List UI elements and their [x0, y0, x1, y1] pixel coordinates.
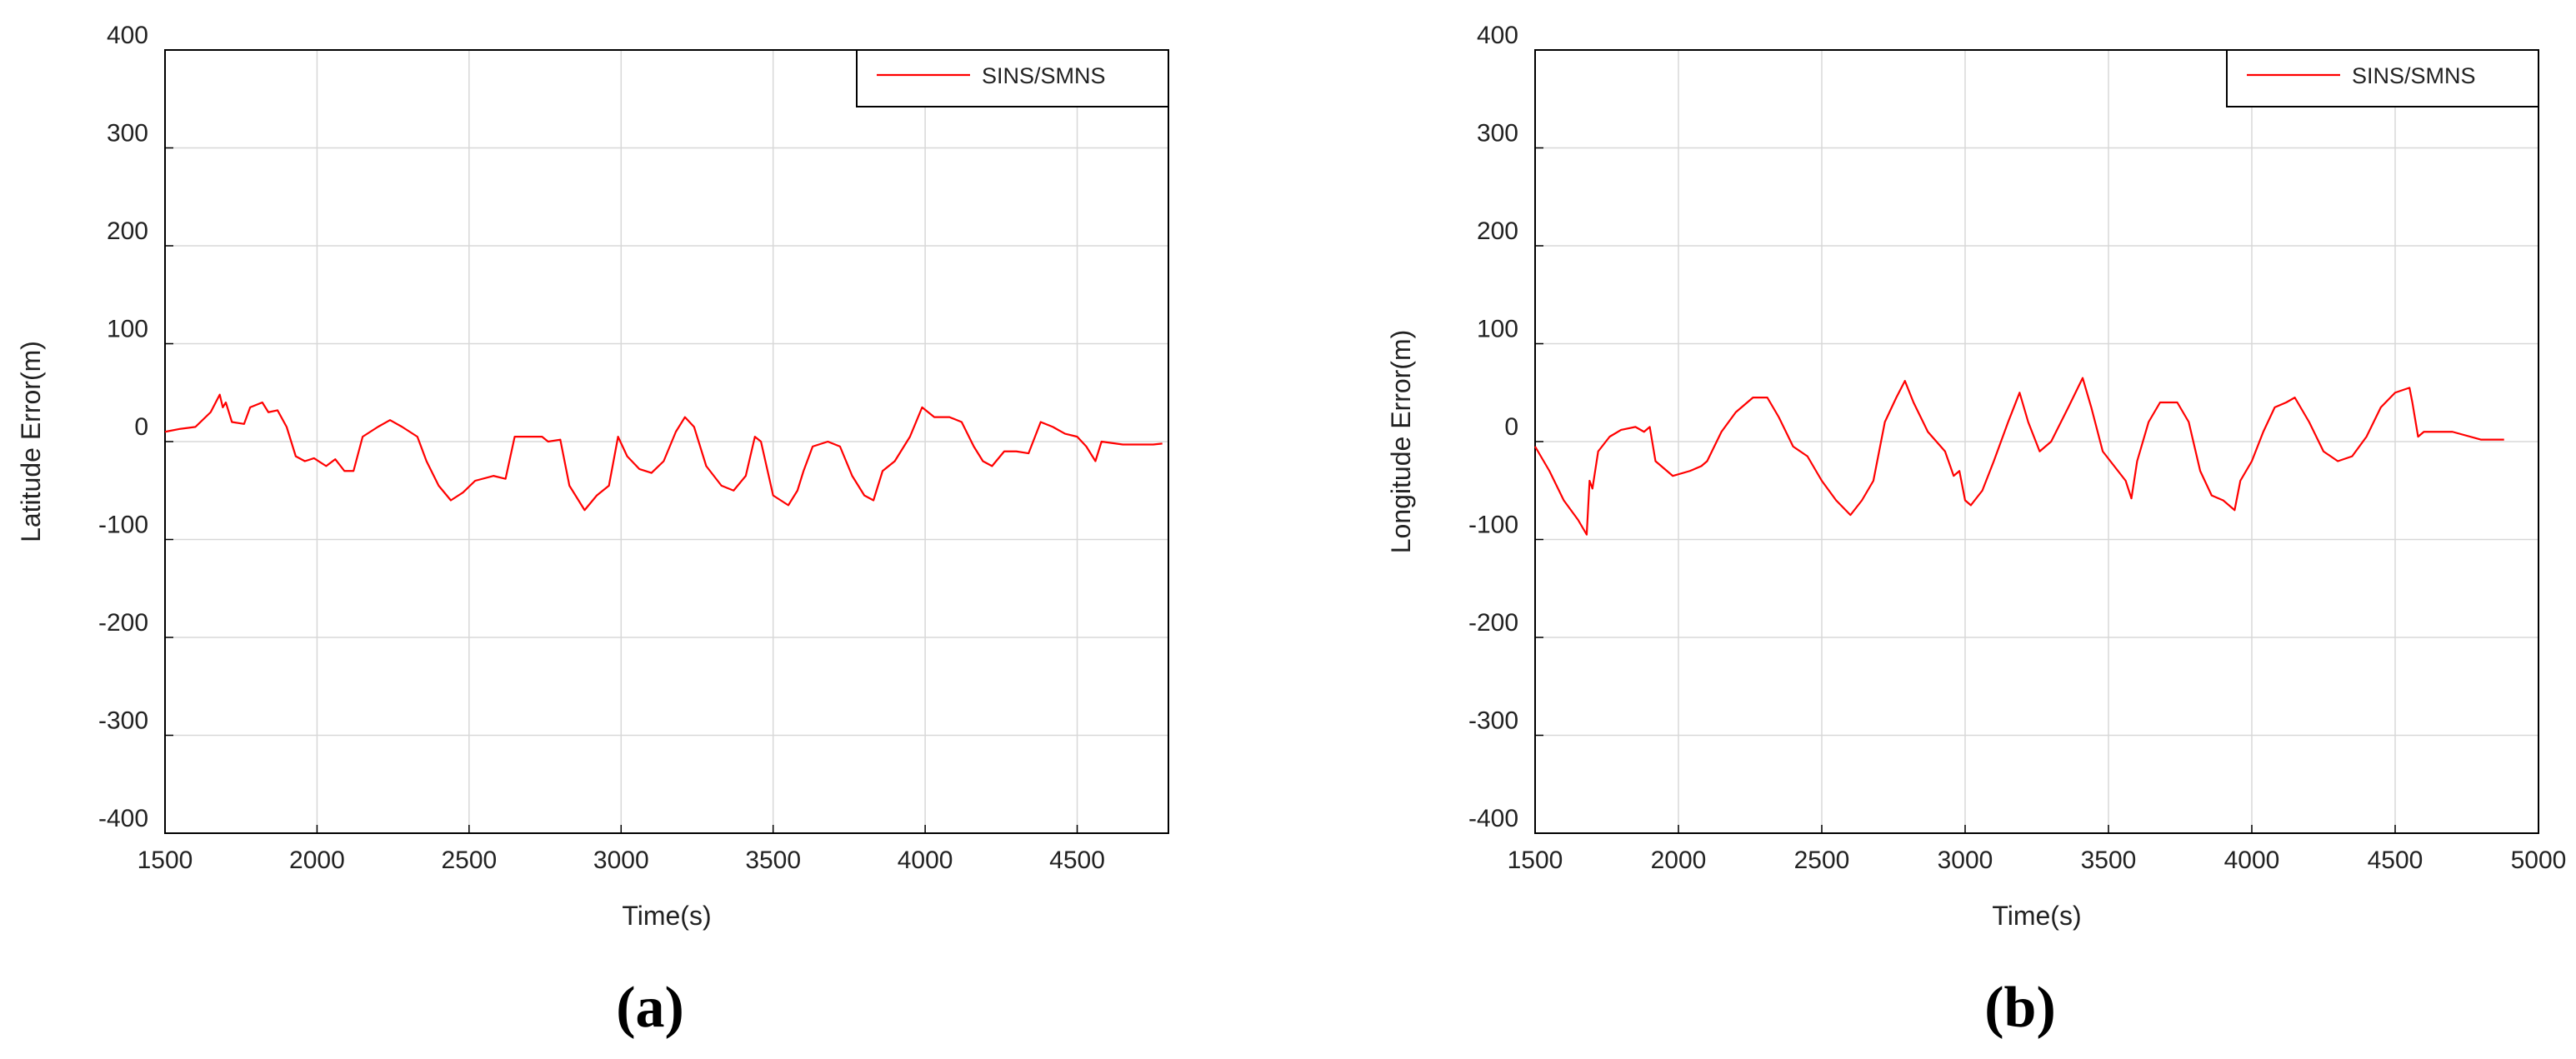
y-tick-label: 300	[107, 120, 148, 147]
y-tick-label: -300	[1468, 707, 1518, 735]
x-tick-label: 5000	[2511, 847, 2567, 874]
x-tick-label: 3000	[1938, 847, 1993, 874]
plot-frame	[164, 49, 1169, 834]
x-tick-label: 4000	[898, 847, 953, 874]
x-tick-label: 1500	[138, 847, 193, 874]
y-tick-label: 200	[1477, 217, 1518, 245]
y-tick-label: 400	[1477, 22, 1518, 49]
y-tick-label: 200	[107, 217, 148, 245]
x-tick-label: 1500	[1508, 847, 1563, 874]
x-tick-label: 2000	[289, 847, 345, 874]
y-axis-label: Longitude Error(m)	[1386, 330, 1416, 554]
y-tick-label: -400	[1468, 805, 1518, 832]
x-tick-label: 3500	[745, 847, 801, 874]
y-tick-label: -400	[98, 805, 148, 832]
y-tick-label: -100	[1468, 512, 1518, 539]
x-tick-label: 3000	[593, 847, 649, 874]
x-tick-label: 4500	[2368, 847, 2423, 874]
x-axis-label: Time(s)	[1992, 901, 2081, 931]
chart: -400 -300 -200 -100 0 100 200 300 400 1500 2000 250…	[1386, 22, 2566, 1040]
y-tick-label: -300	[98, 707, 148, 735]
y-tick-label: 300	[1477, 120, 1518, 147]
x-tick-label: 4000	[2224, 847, 2280, 874]
y-tick-label: 0	[134, 413, 148, 441]
x-axis-label: Time(s)	[622, 901, 711, 931]
caption: (b)	[1984, 976, 2056, 1040]
plot-frame	[1534, 49, 2539, 834]
chart: -400 -300 -200 -100 0 100 200 300 400 1500 2000 250…	[16, 22, 1169, 1040]
x-tick-label: 3500	[2081, 847, 2137, 874]
y-tick-label: 100	[107, 316, 148, 343]
x-tick-label: 2500	[1794, 847, 1850, 874]
y-tick-label: -200	[1468, 609, 1518, 637]
series-line	[164, 393, 1163, 512]
x-tick-label: 2000	[1651, 847, 1707, 874]
caption: (a)	[616, 976, 684, 1040]
x-tick-label: 4500	[1049, 847, 1105, 874]
series-line	[1534, 377, 2504, 536]
y-tick-label: -200	[98, 609, 148, 637]
y-tick-label: 0	[1504, 413, 1518, 441]
legend-label: SINS/SMNS	[982, 63, 1106, 88]
legend-box	[856, 49, 1169, 107]
y-tick-label: 100	[1477, 316, 1518, 343]
y-tick-label: 400	[107, 22, 148, 49]
y-axis-label: Latitude Error(m)	[16, 341, 46, 542]
legend-label: SINS/SMNS	[2352, 63, 2476, 88]
x-tick-label: 2500	[441, 847, 497, 874]
legend-box	[2226, 49, 2539, 107]
y-tick-label: -100	[98, 512, 148, 539]
